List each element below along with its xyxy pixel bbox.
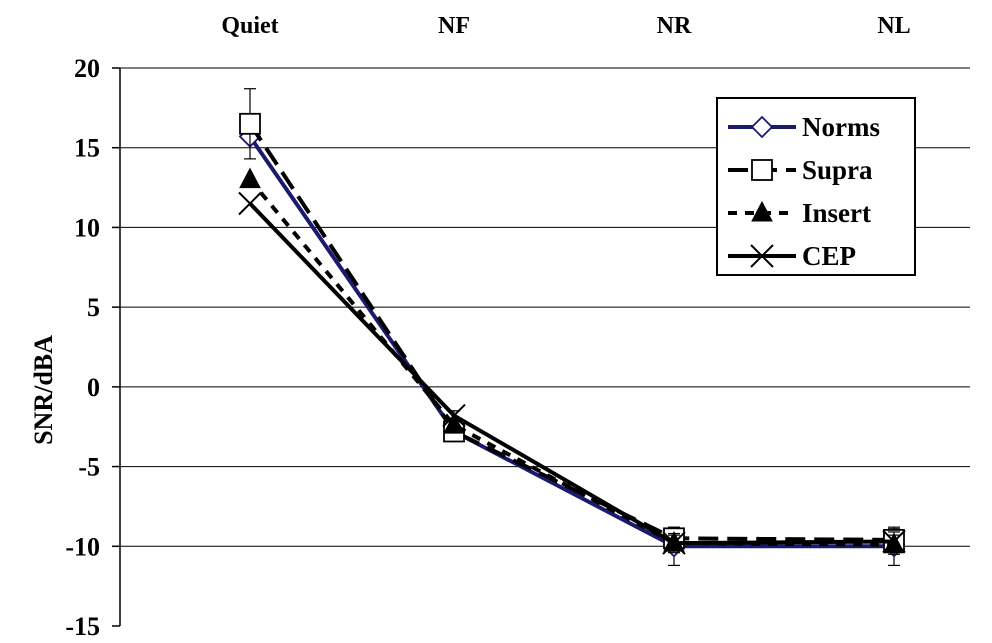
y-tick-label: -5: [78, 453, 100, 482]
category-label: NL: [877, 13, 910, 39]
y-tick-label: 5: [87, 293, 100, 322]
y-tick-label: 20: [74, 54, 100, 83]
legend-label: Supra: [802, 155, 873, 185]
legend-label: Norms: [802, 112, 880, 142]
y-axis-label: SNR/dBA: [29, 335, 58, 445]
legend-item-supra: Supra: [728, 155, 873, 185]
data-point: [239, 167, 261, 189]
data-point: [882, 529, 906, 554]
data-point: [751, 200, 773, 222]
y-tick-labels: 20 15 10 5 0 -5 -10 -15: [65, 54, 100, 641]
legend: Norms Supra Insert CEP: [716, 97, 916, 276]
series-line: [248, 202, 895, 546]
data-point: [239, 112, 261, 135]
data-point: [443, 413, 465, 434]
y-tick-label: -15: [65, 612, 100, 641]
series-line: [248, 178, 895, 547]
legend-item-insert: Insert: [728, 198, 871, 228]
series-cep: [238, 191, 906, 555]
legend-item-norms: Norms: [728, 112, 880, 142]
y-tick-label: 15: [74, 134, 100, 163]
data-point: [750, 115, 774, 139]
data-point: [751, 159, 773, 181]
series-line: [248, 122, 895, 542]
legend-label: CEP: [802, 241, 856, 271]
legend-label: Insert: [802, 198, 871, 228]
y-tick-label: 10: [74, 213, 100, 242]
legend-item-cep: CEP: [728, 241, 856, 271]
series-line: [248, 135, 894, 549]
data-point: [750, 244, 774, 268]
category-labels: Quiet NF NR NL: [221, 13, 910, 39]
y-tick-label: -10: [65, 532, 100, 561]
data-point: [238, 191, 262, 216]
category-label: NF: [438, 13, 470, 39]
category-label: Quiet: [221, 13, 278, 39]
y-tick-label: 0: [87, 373, 100, 402]
data-point: [662, 531, 686, 555]
category-label: NR: [657, 13, 692, 39]
series-group: [238, 88, 906, 567]
data-point: [442, 403, 466, 428]
